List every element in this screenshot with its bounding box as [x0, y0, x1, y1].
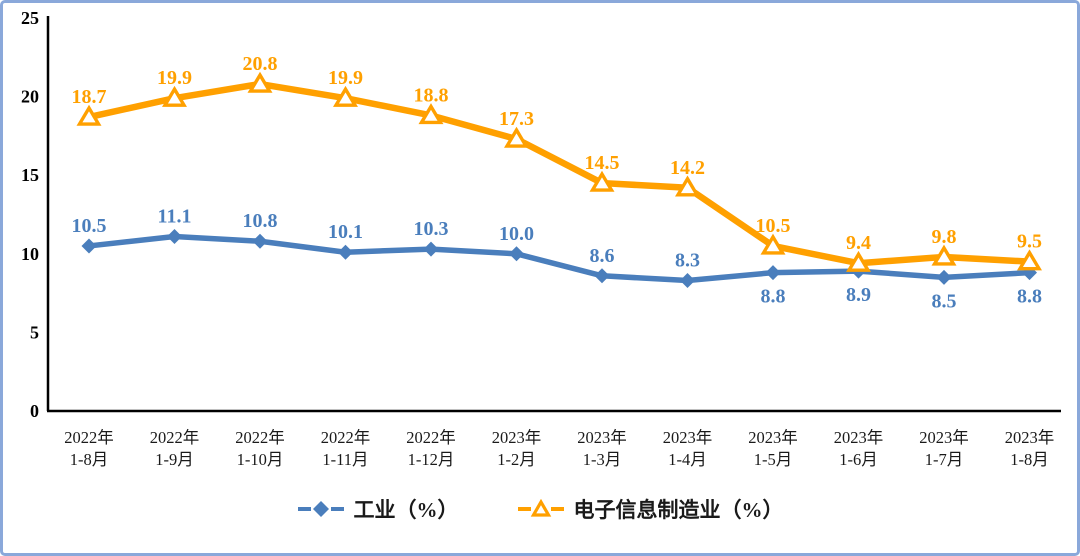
data-point-marker [594, 268, 610, 284]
data-point-marker [936, 269, 952, 285]
x-category-label: 2023年 1-2月 [492, 428, 542, 469]
data-point-marker [675, 175, 700, 197]
data-point-label: 10.0 [499, 223, 534, 245]
diamond-marker-icon [297, 501, 344, 517]
data-point-label: 9.4 [846, 232, 871, 254]
chart-canvas: 0 5 10 15 20 25 2022年 1-8月 2022年 1-9月 2022年 1-10月 20… [21, 8, 1061, 469]
x-category-label: 2022年 1-10月 [235, 428, 285, 469]
data-point-marker [423, 241, 439, 257]
data-point-marker [680, 273, 695, 289]
chart-legend: 工业（%） 电子信息制造业（%） [3, 491, 1077, 527]
data-point-label: 10.8 [243, 210, 278, 232]
data-point-marker [931, 244, 957, 266]
legend-label-industry: 工业（%） [353, 498, 459, 522]
y-tick-label: 5 [30, 322, 39, 342]
data-point-label: 8.8 [1017, 286, 1042, 308]
data-point-marker [760, 233, 786, 255]
data-point-marker [333, 85, 358, 107]
data-point-label: 18.7 [72, 86, 107, 108]
data-point-marker [162, 85, 187, 107]
legend-label-electronics: 电子信息制造业（%） [573, 498, 784, 522]
data-point-label: 8.8 [761, 286, 786, 308]
x-category-label: 2022年 1-11月 [321, 428, 371, 469]
data-point-marker [76, 104, 102, 126]
data-point-label: 8.6 [590, 245, 615, 267]
data-point-label: 8.9 [846, 284, 871, 306]
data-point-marker [338, 244, 353, 260]
x-category-label: 2023年 1-4月 [663, 428, 713, 469]
data-point-label: 19.9 [157, 67, 192, 89]
x-category-label: 2022年 1-8月 [64, 428, 114, 469]
x-category-label: 2023年 1-8月 [1005, 428, 1055, 469]
triangle-marker-icon [517, 499, 564, 517]
data-point-label: 18.8 [414, 84, 449, 106]
data-point-marker [81, 238, 97, 254]
y-tick-label: 20 [21, 87, 39, 107]
data-point-label: 20.8 [243, 53, 278, 75]
data-point-marker [167, 229, 182, 245]
data-point-label: 11.1 [158, 206, 192, 228]
data-point-label: 19.9 [328, 67, 363, 89]
data-point-label: 8.5 [932, 290, 957, 312]
x-category-label: 2022年 1-9月 [150, 428, 200, 469]
legend-item-electronics: 电子信息制造业（%） [517, 494, 784, 524]
data-point-label: 9.8 [932, 226, 957, 248]
legend-item-industry: 工业（%） [297, 494, 459, 524]
data-point-marker [846, 250, 871, 272]
data-point-label: 10.5 [72, 215, 107, 237]
data-point-label: 14.5 [585, 152, 620, 174]
data-point-marker [765, 265, 781, 281]
x-category-label: 2023年 1-6月 [834, 428, 884, 469]
y-tick-label: 25 [21, 8, 39, 28]
x-category-label: 2022年 1-12月 [406, 428, 456, 469]
x-category-label: 2023年 1-5月 [748, 428, 798, 469]
data-point-label: 10.1 [328, 221, 363, 243]
y-tick-label: 15 [21, 165, 39, 185]
data-point-marker [247, 71, 273, 93]
data-point-marker [509, 246, 524, 262]
data-point-marker [1017, 249, 1042, 271]
data-point-label: 14.2 [670, 157, 705, 179]
data-point-label: 17.3 [499, 108, 534, 130]
data-point-label: 10.3 [414, 218, 449, 240]
x-category-label: 2023年 1-3月 [577, 428, 627, 469]
y-tick-label: 0 [30, 401, 39, 421]
series-line-0 [86, 233, 1033, 284]
data-point-marker [252, 233, 268, 249]
x-category-label: 2023年 1-7月 [919, 428, 969, 469]
data-point-marker [418, 103, 444, 125]
data-point-label: 10.5 [756, 215, 791, 237]
data-point-label: 9.5 [1017, 231, 1042, 253]
data-point-marker [589, 170, 615, 192]
y-tick-label: 10 [21, 244, 39, 264]
data-point-marker [504, 126, 529, 148]
series-line-1 [85, 80, 1033, 267]
data-point-label: 8.3 [675, 250, 700, 272]
